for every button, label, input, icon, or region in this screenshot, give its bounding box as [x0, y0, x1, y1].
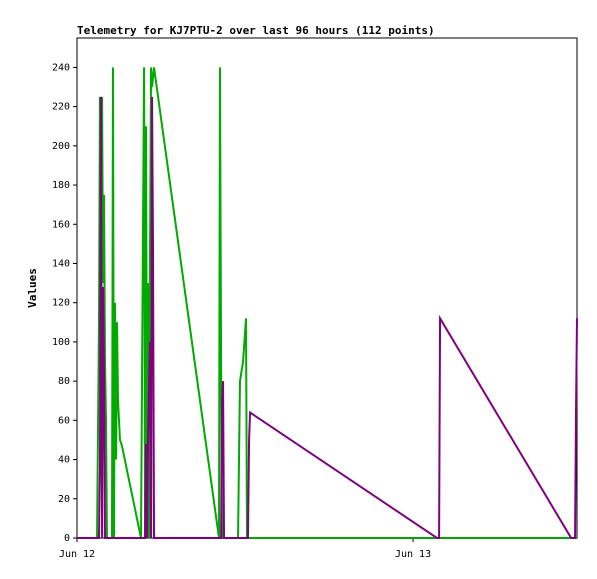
y-tick-label: 0 — [64, 533, 70, 544]
y-tick-label: 60 — [58, 415, 70, 426]
series-line — [77, 96, 578, 539]
x-tick-label: Jun 12 — [59, 549, 95, 560]
y-axis-label: Values — [26, 268, 39, 308]
y-tick-label: 80 — [58, 376, 70, 387]
x-tick-label: Jun 13 — [395, 549, 431, 560]
series-line — [96, 67, 577, 539]
y-tick-label: 140 — [52, 258, 70, 269]
y-tick-label: 40 — [58, 455, 70, 466]
y-tick-label: 220 — [52, 102, 70, 113]
y-tick-label: 120 — [52, 298, 70, 309]
y-tick-label: 20 — [58, 494, 70, 505]
y-tick-label: 160 — [52, 219, 70, 230]
y-tick-label: 200 — [52, 141, 70, 152]
chart-title: Telemetry for KJ7PTU-2 over last 96 hour… — [77, 24, 435, 37]
y-tick-label: 100 — [52, 337, 70, 348]
y-tick-label: 240 — [52, 62, 70, 73]
y-tick-label: 180 — [52, 180, 70, 191]
